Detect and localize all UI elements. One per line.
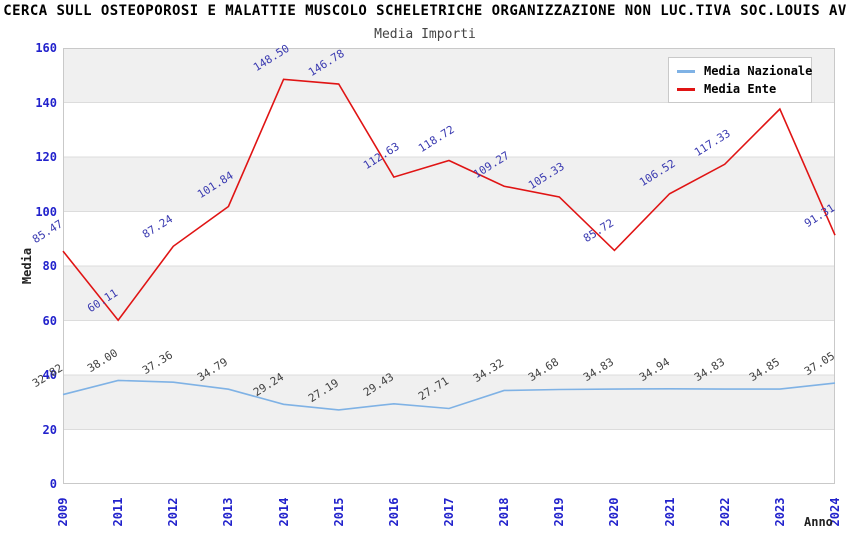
x-tick-label: 2015 [331,497,346,527]
x-tick-label: 2022 [717,497,732,527]
y-tick-label: 40 [42,368,57,382]
x-tick-label: 2019 [552,497,567,527]
y-axis-title: Media [20,247,34,285]
y-tick-label: 120 [35,150,57,164]
x-tick-label: 2012 [166,497,181,527]
background-band [63,157,835,212]
series-line-media-nazionale [62,379,836,411]
legend-label: Media Nazionale [704,64,813,78]
legend-item-media-ente: Media Ente [669,82,811,96]
x-tick-label: 2009 [56,497,70,527]
x-tick-label: 2014 [276,497,291,527]
x-axis-title: Anno [804,515,833,529]
legend-label: Media Ente [704,82,777,96]
plot-border [63,48,835,484]
x-tick-label: 2018 [497,497,512,527]
legend-item-media-nazionale: Media Nazionale [669,64,813,78]
x-tick-label: 2021 [662,497,677,527]
legend: Media Nazionale Media Ente [668,57,812,103]
x-tick-label: 2020 [607,497,622,527]
x-tick-label: 2023 [772,497,787,527]
series-line-media-ente [62,78,836,322]
y-tick-label: 60 [42,313,57,328]
y-tick-label: 160 [35,41,57,55]
y-tick-label: 100 [35,204,57,219]
background-band [63,266,835,321]
x-tick-label: 2016 [386,497,401,527]
x-tick-label: 2017 [442,497,456,527]
y-tick-label: 80 [42,259,57,273]
y-tick-label: 140 [35,95,57,110]
x-tick-label: 2011 [111,497,126,527]
y-tick-label: 0 [49,477,57,491]
x-tick-label: 2013 [221,497,236,527]
chart-title: CERCA SULL OSTEOPOROSI E MALATTIE MUSCOL… [3,3,847,19]
y-tick-label: 20 [42,422,57,437]
chart-subtitle: Media Importi [374,27,476,42]
line-swatch-icon [677,69,695,73]
line-swatch-icon [677,87,695,91]
